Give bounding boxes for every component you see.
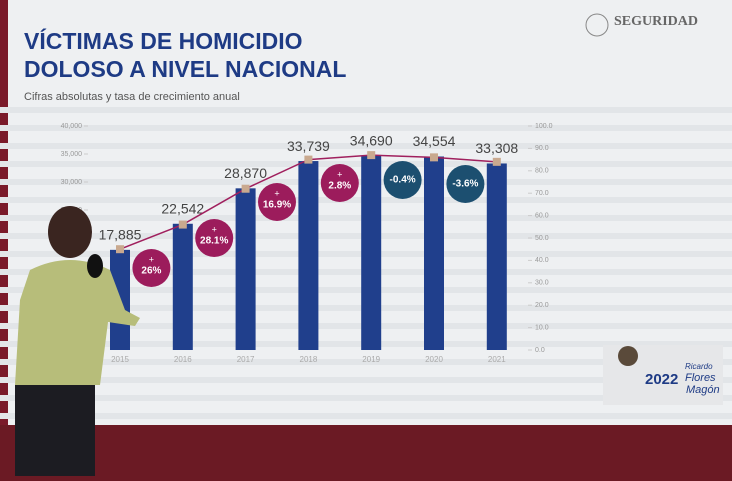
y2-tick-label: 0.0 (535, 347, 545, 354)
y2-tick-label: 90.0 (535, 145, 549, 152)
x-tick-label: 2018 (300, 355, 318, 364)
x-tick-label: 2020 (425, 355, 443, 364)
growth-sign: + (212, 224, 217, 234)
growth-badge (258, 183, 296, 221)
y2-tick-label: 100.0 (535, 123, 553, 130)
bar (235, 188, 256, 350)
value-label: 34,690 (350, 132, 393, 148)
bar (298, 161, 319, 350)
emblem (585, 13, 609, 37)
value-label: 28,870 (224, 165, 267, 181)
logo-portrait (618, 346, 638, 366)
y2-tick-label: 20.0 (535, 302, 549, 309)
x-tick-label: 2019 (362, 355, 380, 364)
jacket (15, 260, 140, 385)
logo-text: Flores (685, 372, 716, 384)
x-tick-label: 2021 (488, 355, 506, 364)
y2-tick-label: 70.0 (535, 190, 549, 197)
rate-marker (116, 245, 124, 254)
growth-label: 28.1% (200, 236, 228, 247)
growth-badge (195, 219, 234, 257)
growth-label: 26% (141, 266, 161, 277)
growth-badge (132, 249, 171, 287)
x-tick-label: 2017 (237, 355, 255, 364)
rate-marker (304, 155, 313, 164)
growth-label: -0.4% (390, 175, 416, 186)
y2-tick-label: 10.0 (535, 324, 549, 331)
y2-tick-label: 80.0 (535, 168, 549, 175)
rate-marker (241, 184, 250, 193)
y2-tick-label: 40.0 (535, 257, 549, 264)
growth-badge (383, 161, 422, 199)
value-label: 22,542 (161, 200, 204, 216)
growth-label: 16.9% (263, 200, 291, 211)
title-line: DOLOSO A NIVEL NACIONAL (24, 56, 346, 82)
subtitle: Cifras absolutas y tasa de crecimiento a… (24, 91, 240, 103)
growth-badge (320, 164, 359, 202)
bar (424, 156, 444, 350)
growth-label: -3.6% (452, 179, 478, 190)
growth-sign: + (337, 169, 342, 179)
y2-tick-label: 50.0 (535, 235, 549, 242)
logo-text: Magón (686, 384, 720, 396)
growth-sign: + (274, 188, 279, 198)
rate-marker (367, 151, 376, 160)
rate-marker (178, 220, 187, 229)
growth-sign: + (149, 254, 154, 264)
value-label: 34,554 (413, 133, 456, 149)
logo-text: Ricardo (685, 362, 713, 371)
y-tick-label: 40,000 (61, 123, 83, 130)
growth-badge (446, 165, 485, 203)
rate-marker (492, 157, 501, 166)
plot: 05,00010,00015,00020,00025,00030,00035,0… (0, 107, 732, 419)
y2-tick-label: 60.0 (535, 212, 549, 219)
value-label: 33,739 (287, 138, 330, 154)
value-label: 17,885 (99, 227, 142, 243)
value-label: 33,308 (475, 140, 518, 156)
edge (0, 0, 8, 425)
x-tick-label: 2016 (174, 355, 192, 364)
y-tick-label: 30,000 (61, 179, 83, 186)
trousers (15, 385, 95, 476)
x-tick-label: 2015 (111, 355, 129, 364)
rate-marker (430, 153, 438, 162)
bar (172, 223, 193, 350)
microphone (87, 254, 103, 278)
y-tick-label: 35,000 (61, 151, 83, 158)
bar (361, 155, 382, 350)
presenter (15, 206, 140, 476)
title-line: VÍCTIMAS DE HOMICIDIO (24, 27, 303, 54)
brand: SEGURIDAD (614, 14, 698, 29)
head (48, 206, 92, 258)
bar (486, 163, 507, 350)
y2-tick-label: 30.0 (535, 280, 549, 287)
logo-year: 2022 (645, 371, 678, 388)
floor (0, 425, 732, 476)
growth-label: 2.8% (328, 181, 351, 192)
